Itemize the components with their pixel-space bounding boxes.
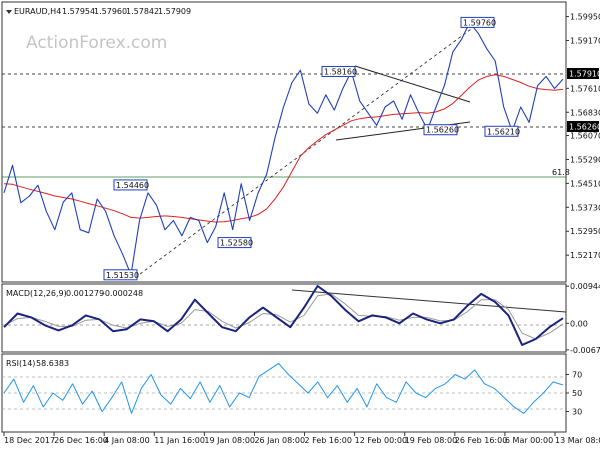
annotation-label: 1.52580 [220,239,253,248]
price-y-tick-label: 1.57610 [570,84,600,93]
rsi-line [3,362,564,414]
rsi-value: 58.6383 [36,359,69,368]
macd-y-tick-label: 0.00 [570,319,588,328]
price-y-axis: 1.59950 1.59170 1.57610 1.56830 1.56070 1.552… [566,13,600,260]
price-series-layer [3,21,564,276]
annotation-label: 1.58160 [324,67,357,76]
x-tick-label: 11 Jan 16:00 [154,436,205,445]
macd-y-tick-label: -0.006778 [570,346,600,355]
macd-series-layer [3,285,564,346]
x-tick-label: 26 Jan 08:00 [254,436,305,445]
annotation-box [484,125,519,137]
x-tick-label: 13 Mar 08:00 [555,436,600,445]
support-price-tag-bg [567,121,599,132]
moving-average-line [3,74,564,223]
price-y-tick-label: 1.52170 [570,251,600,260]
price-y-tick-label: 1.59950 [570,13,600,22]
rsi-series-layer [3,362,564,414]
annotation-1.58160: 1.58160 [321,65,357,77]
annotation-label: 1.59760 [463,18,496,27]
x-tick-label: 12 Feb 00:00 [355,436,407,445]
x-tick-label: 19 Feb 08:00 [405,436,457,445]
macd-panel-frame [1,283,567,353]
annotation-1.56210: 1.56210 [484,125,520,137]
x-tick-label: 4 Jan 08:00 [104,436,150,445]
annotation-1.51530: 1.51530 [103,269,139,281]
x-tick-label: 26 Dec 16:00 [54,436,108,445]
annotation-label: 1.56260 [426,126,459,135]
price-y-tick-label: 1.52950 [570,227,600,236]
annotation-1.52580: 1.52580 [217,237,253,249]
annotation-1.54460: 1.54460 [113,179,149,191]
macd-line [3,285,564,346]
rsi-header: RSI(14) 58.6383 [6,359,69,368]
watermark: ActionForex.com [26,33,167,53]
annotation-box [423,124,458,136]
x-tick-label: 2 Feb 16:00 [305,436,352,445]
annotation-box [103,269,138,281]
support-price-value: 1.56260 [569,123,600,132]
macd-divergence-line [291,289,567,313]
annotation-box [321,65,356,77]
price-y-tick-label: 1.59170 [570,36,600,45]
ohlc-open: 1.57954 [62,7,95,16]
price-y-tick-label: 1.56070 [570,132,600,141]
x-tick-label: 6 Mar 00:00 [505,436,553,445]
rsi-y-tick-label: 30 [572,408,582,417]
rsi-y-axis: 70 50 30 [566,371,582,417]
annotation-box [460,16,495,28]
annotation-box [217,237,252,249]
price-y-tick-label: 1.56830 [570,108,600,117]
price-annotations: 1.59760 1.58160 1.54460 1.52580 1.51530 1.562… [103,16,520,281]
price-y-tick-label: 1.53730 [570,203,600,212]
macd-signal-value: -0.000248 [102,289,143,298]
support-price-tag: 1.56260 [567,121,600,132]
annotation-label: 1.51530 [106,271,139,280]
current-price-value: 1.57910 [569,70,600,79]
annotation-1.59760: 1.59760 [460,16,496,28]
price-y-tick-label: 1.55290 [570,155,600,164]
rsi-y-tick-label: 50 [572,389,582,398]
x-tick-label: 26 Feb 16:00 [455,436,507,445]
annotation-label: 1.54460 [116,181,149,190]
price-panel-frame [1,1,567,283]
price-line [3,21,564,276]
macd-y-tick-label: 0.009447 [570,282,600,291]
macd-title: MACD(12,26,9) [6,289,67,298]
macd-header: MACD(12,26,9) 0.001279 -0.000248 [6,289,143,298]
symbol-title: EURAUD,H4 [14,7,61,16]
x-tick-label: 19 Jan 08:00 [204,436,255,445]
macd-value: 0.001279 [66,289,104,298]
fib-level-label: 61.8 [552,168,570,177]
price-y-tick-label: 1.54510 [570,179,600,188]
rsi-y-tick-label: 70 [572,371,582,380]
ohlc-close: 1.57909 [158,7,191,16]
rising-trendline [139,17,487,275]
current-price-tag: 1.57910 [567,68,600,79]
macd-y-axis: 0.009447 0.00 -0.006778 [566,282,600,355]
current-price-tag-bg [567,68,599,79]
ohlc-high: 1.57960 [94,7,127,16]
triangle-upper-line [354,65,471,103]
rsi-title: RSI(14) [6,359,35,368]
annotation-1.56260: 1.56260 [423,124,459,136]
collapse-icon [6,10,12,14]
annotation-label: 1.56210 [487,127,520,136]
price-header: EURAUD,H4 1.57954 1.57960 1.57842 1.5790… [6,7,191,16]
x-tick-label: 18 Dec 2017 [4,436,55,445]
annotation-box [113,179,148,191]
ohlc-low: 1.57842 [126,7,159,16]
